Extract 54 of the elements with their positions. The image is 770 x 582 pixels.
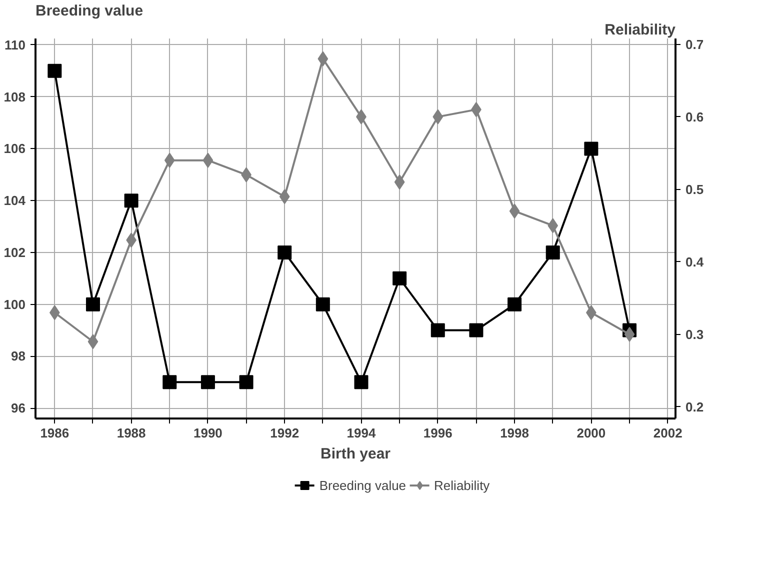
point	[49, 305, 60, 320]
y-axis-title: Breeding value	[36, 2, 144, 20]
point	[430, 323, 445, 338]
y-tick-label: 108	[4, 89, 26, 104]
point	[88, 334, 98, 350]
y-tick-label: 110	[4, 37, 26, 52]
point	[508, 297, 522, 312]
point	[239, 375, 254, 390]
y-tick-label: 100	[4, 296, 26, 312]
point	[509, 204, 520, 219]
x-tick-label: 1986	[40, 426, 70, 440]
y-tick-label: 104	[4, 193, 26, 208]
point	[200, 375, 215, 390]
x-axis-title: Birth year	[320, 446, 391, 462]
legend-label: Reliability	[434, 478, 490, 492]
y-tick-label: 98	[11, 348, 26, 364]
point	[279, 189, 290, 204]
point	[584, 142, 598, 156]
x-tick-label: 1988	[116, 426, 146, 440]
x-tick-label: 2000	[576, 426, 606, 440]
point	[546, 245, 560, 260]
point	[278, 245, 292, 260]
point	[432, 109, 444, 124]
point	[624, 326, 635, 342]
point	[318, 51, 328, 66]
legend-label: Breeding value	[319, 478, 406, 492]
y2-axis-title: Reliability	[604, 22, 676, 38]
point	[316, 297, 330, 312]
point	[469, 323, 484, 338]
x-tick-label: 1994	[346, 426, 376, 440]
point	[86, 297, 100, 312]
point	[354, 375, 368, 390]
point	[124, 194, 138, 208]
y-tick-label: 106	[4, 141, 26, 156]
point	[392, 271, 407, 286]
point	[164, 152, 175, 168]
x-tick-label: 2002	[653, 426, 682, 440]
y2-tick-label: 0.6	[686, 109, 704, 124]
point	[202, 152, 214, 168]
y2-tick-label: 0.4	[686, 254, 704, 270]
point	[548, 218, 558, 234]
x-tick-label: 1990	[193, 426, 222, 440]
x-tick-label: 1998	[500, 426, 530, 440]
y2-tick-label: 0.3	[686, 326, 704, 342]
x-tick-label: 1992	[270, 426, 300, 440]
y-tick-label: 96	[11, 400, 26, 416]
point	[162, 375, 177, 390]
y2-tick-label: 0.2	[686, 399, 704, 414]
x-tick-label: 1996	[423, 426, 452, 440]
point	[394, 174, 405, 190]
point	[48, 64, 62, 78]
y2-tick-label: 0.7	[686, 36, 704, 52]
y2-tick-label: 0.5	[686, 182, 704, 197]
y-tick-label: 102	[4, 244, 26, 260]
